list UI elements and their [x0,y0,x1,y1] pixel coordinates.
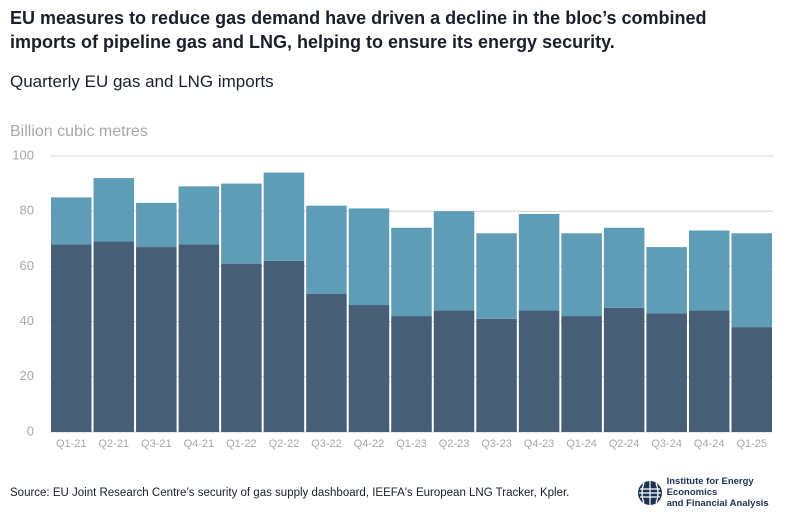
bar-segment [178,186,220,245]
x-tick-label: Q2-24 [609,438,640,450]
chart-subtitle: Quarterly EU gas and LNG imports [10,72,274,91]
x-tick-label: Q1-25 [736,438,767,450]
y-tick-label: 80 [20,203,34,218]
bar-segment [391,316,432,432]
y-tick-label: 40 [20,313,34,328]
x-tick-label: Q3-24 [651,438,682,450]
y-tick-label: 60 [20,258,34,273]
bar-segment [433,310,475,432]
bar-segment [518,310,560,432]
bar-segment [433,211,475,311]
x-tick-label: Q4-22 [354,438,385,450]
logo: Institute for Energy Economics and Finan… [636,476,800,509]
x-tick-label: Q3-22 [311,438,342,450]
x-tick-label: Q1-21 [56,438,87,450]
x-tick-label: Q1-22 [226,438,257,450]
x-tick-label: Q2-22 [269,438,300,450]
source-note: Source: EU Joint Research Centre’s secur… [10,487,570,499]
bar-segment [51,244,92,432]
x-tick-label: Q4-21 [184,438,215,450]
y-tick-label: 20 [20,368,34,383]
bar-segment [348,208,390,306]
bar-segment [731,327,772,432]
bar-segment [646,247,687,314]
x-tick-label: Q1-23 [396,438,427,450]
x-tick-label: Q3-23 [481,438,512,450]
bar-segment [391,227,432,317]
x-tick-label: Q4-24 [694,438,725,450]
chart: Billion cubic metres 0 20 40 60 80 100 Q1-21 Q2… [10,123,773,450]
bar-segment [136,247,177,432]
x-tick-label: Q3-21 [141,438,172,450]
y-tick-label: 100 [12,147,34,162]
bar-segment [603,227,645,308]
bar-segment [178,244,220,432]
bar-segment [306,205,347,294]
bar-segment [263,260,305,432]
logo-text: Institute for Energy Economics and Finan… [667,476,800,509]
bar-segment [688,310,730,432]
bar-segment [348,305,390,432]
y-axis-label: Billion cubic metres [10,123,148,140]
bar-segment [561,233,602,317]
x-tick-label: Q1-24 [566,438,597,450]
bar-segment [93,241,135,432]
bar-segment [263,172,305,261]
bar-segment [221,183,262,264]
bar-segment [688,230,730,311]
bar-segment [603,307,645,432]
logo-line: and Financial Analysis [666,498,769,509]
x-tick-label: Q2-21 [99,438,130,450]
bar-segment [136,202,177,248]
bar-segment [518,213,560,311]
bar-segment [93,178,135,242]
chart-title: EU measures to reduce gas demand have dr… [10,8,707,52]
bar-segment [476,318,517,432]
x-tick-label: Q2-23 [439,438,470,450]
bar-segment [51,197,92,245]
bar-segment [476,233,517,319]
bar-segment [306,294,347,432]
y-tick-label: 0 [27,423,34,438]
bar-segment [561,316,602,432]
bar-segment [646,313,687,432]
x-tick-label: Q4-23 [524,438,555,450]
bar-segment [731,233,772,328]
bar-segment [221,263,262,432]
logo-line: Institute for Energy Economics [666,476,754,498]
logo-globe [638,480,662,505]
